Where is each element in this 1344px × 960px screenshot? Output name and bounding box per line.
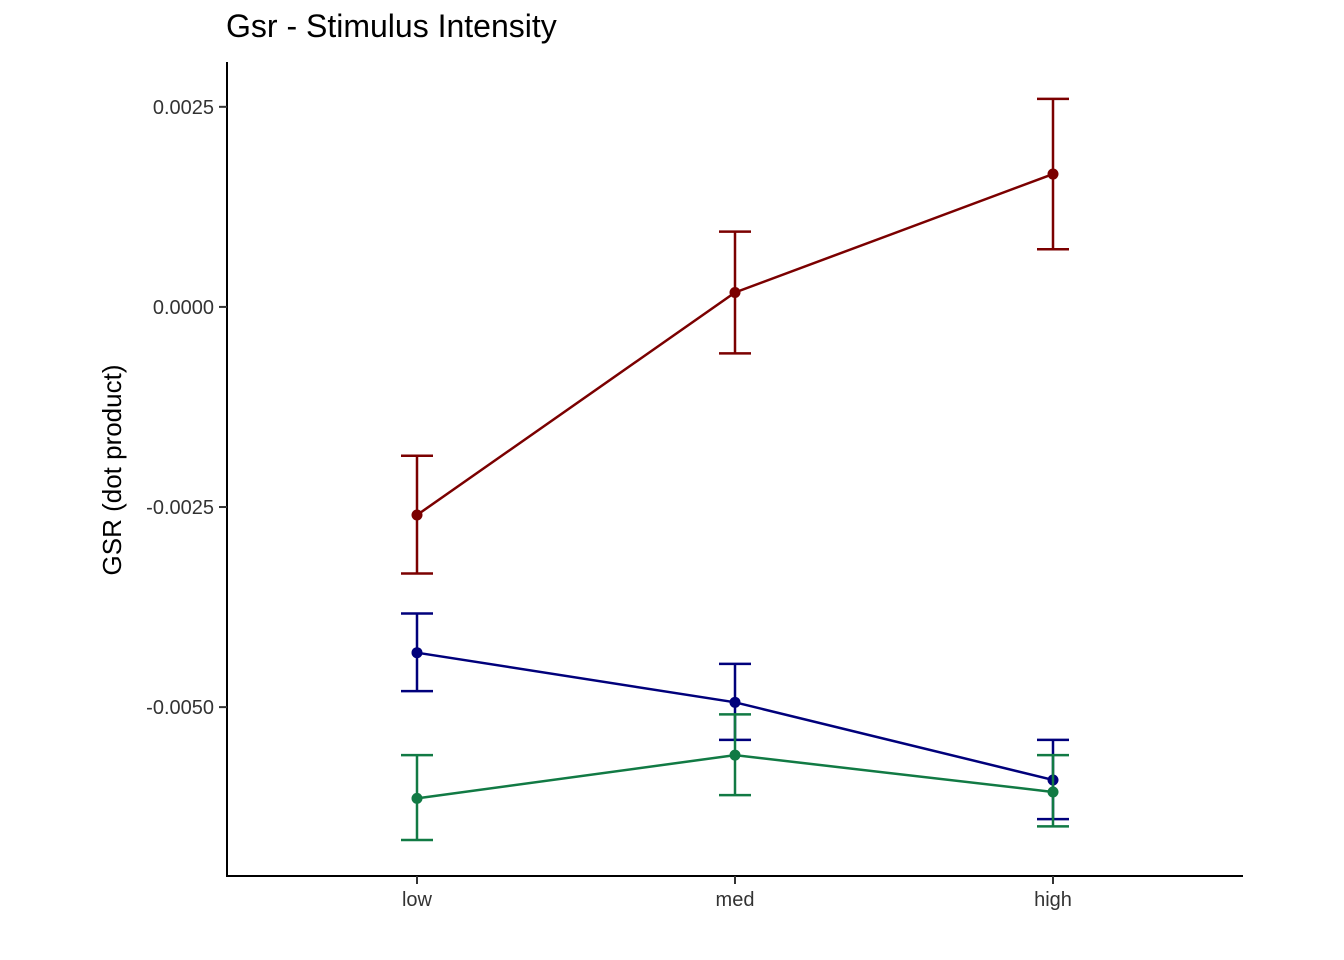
series-1: [401, 97, 1069, 575]
series-3: [401, 713, 1069, 842]
data-point: [1047, 786, 1059, 798]
y-axis: 0.0025 0.0000 -0.0025 -0.0050: [146, 62, 228, 876]
x-tick-label: high: [1034, 889, 1072, 911]
chart-title: Gsr - Stimulus Intensity: [226, 8, 557, 44]
x-tick-label: med: [716, 889, 755, 911]
series-layer: [401, 97, 1069, 842]
data-point: [729, 287, 741, 299]
data-point: [729, 749, 741, 761]
y-axis-title: GSR (dot product): [97, 365, 127, 576]
x-tick-label: low: [402, 889, 433, 911]
x-axis: low med high: [226, 875, 1243, 911]
data-point: [729, 696, 741, 708]
data-point: [411, 792, 423, 804]
data-point: [1047, 168, 1059, 180]
data-point: [411, 509, 423, 521]
data-point: [411, 647, 423, 659]
y-tick-label: 0.0000: [153, 297, 214, 319]
y-tick-label: 0.0025: [153, 97, 214, 119]
y-tick-label: -0.0025: [146, 497, 214, 519]
y-tick-label: -0.0050: [146, 697, 214, 719]
